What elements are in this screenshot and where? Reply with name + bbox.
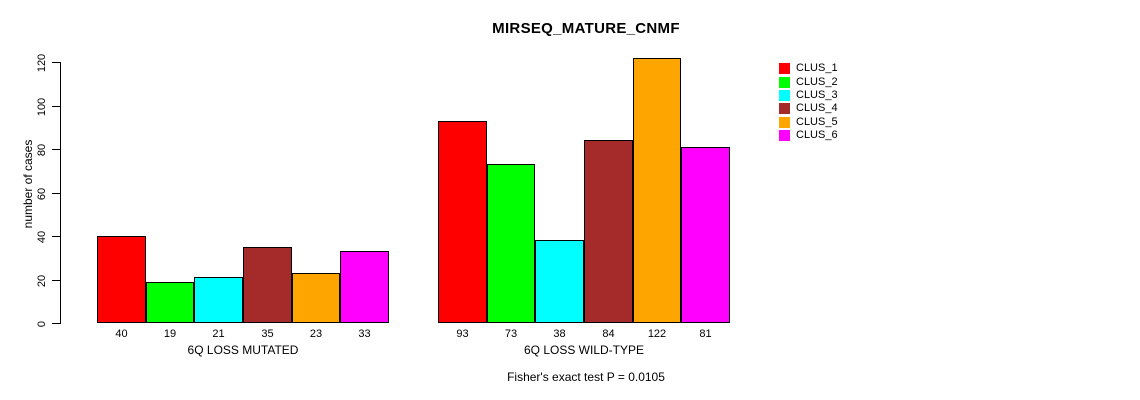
y-tick [52,193,60,194]
bar-clus_1 [438,120,487,323]
bar-value-label: 23 [309,328,323,340]
bar-clus_4 [584,140,633,323]
y-tick [52,106,60,107]
bar-clus_2 [487,164,535,323]
legend-swatch-icon [779,130,790,142]
y-tick [52,236,60,237]
legend-swatch-icon [779,76,790,88]
y-axis-label: number of cases [21,139,35,229]
legend-swatch-icon [779,63,790,75]
legend-label: CLUS_3 [796,88,838,101]
bar-value-label: 19 [163,328,177,340]
bar-value-label: 84 [602,328,615,340]
legend-swatch-icon [779,89,790,101]
bar-clus_1 [97,236,146,323]
bar-clus_6 [681,146,730,323]
annotation-text: Fisher's exact test P = 0.0105 [507,370,665,384]
y-tick-label: 40 [36,230,48,243]
bar-clus_2 [146,281,194,323]
bar-value-label: 93 [456,328,469,340]
x-axis-group-label: 6Q LOSS MUTATED [187,343,299,357]
bar-value-label: 38 [553,328,566,340]
legend-item-clus_2: CLUS_2 [779,75,838,88]
legend: CLUS_1 CLUS_2 CLUS_3 CLUS_4 CLUS_5 CLUS_6 [779,62,838,142]
legend-item-clus_6: CLUS_6 [779,129,838,142]
y-tick [52,323,60,324]
bar-clus_5 [292,272,340,323]
bar-clus_3 [194,277,243,323]
legend-swatch-icon [779,103,790,115]
bar-clus_6 [340,251,389,323]
bar-value-label: 122 [647,328,667,340]
y-tick [52,149,60,150]
x-axis-group-label: 6Q LOSS WILD-TYPE [523,343,645,357]
y-tick-label: 20 [36,274,48,287]
legend-label: CLUS_4 [796,102,838,115]
legend-item-clus_1: CLUS_1 [779,62,838,75]
legend-label: CLUS_5 [796,115,838,128]
bar-clus_5 [633,57,681,323]
legend-label: CLUS_2 [796,75,838,88]
legend-item-clus_3: CLUS_3 [779,89,838,102]
y-tick-label: 120 [36,53,48,72]
legend-swatch-icon [779,116,790,128]
legend-label: CLUS_1 [796,62,838,75]
y-tick-label: 0 [36,320,48,327]
legend-item-clus_5: CLUS_5 [779,116,838,129]
bar-value-label: 40 [115,328,128,340]
bar-value-label: 21 [212,328,225,340]
bar-value-label: 81 [699,328,712,340]
bar-clus_3 [535,240,584,323]
y-tick-label: 80 [36,143,48,156]
y-tick-label: 60 [36,187,48,200]
y-axis-line [60,62,61,324]
y-tick [52,280,60,281]
bar-clus_4 [243,246,292,323]
y-tick [52,62,60,63]
y-tick-label: 100 [36,97,48,116]
legend-item-clus_4: CLUS_4 [779,102,838,115]
bar-value-label: 73 [504,328,518,340]
bar-value-label: 33 [358,328,371,340]
bar-value-label: 35 [261,328,274,340]
chart-title: MIRSEQ_MATURE_CNMF [492,20,680,37]
legend-label: CLUS_6 [796,129,838,142]
